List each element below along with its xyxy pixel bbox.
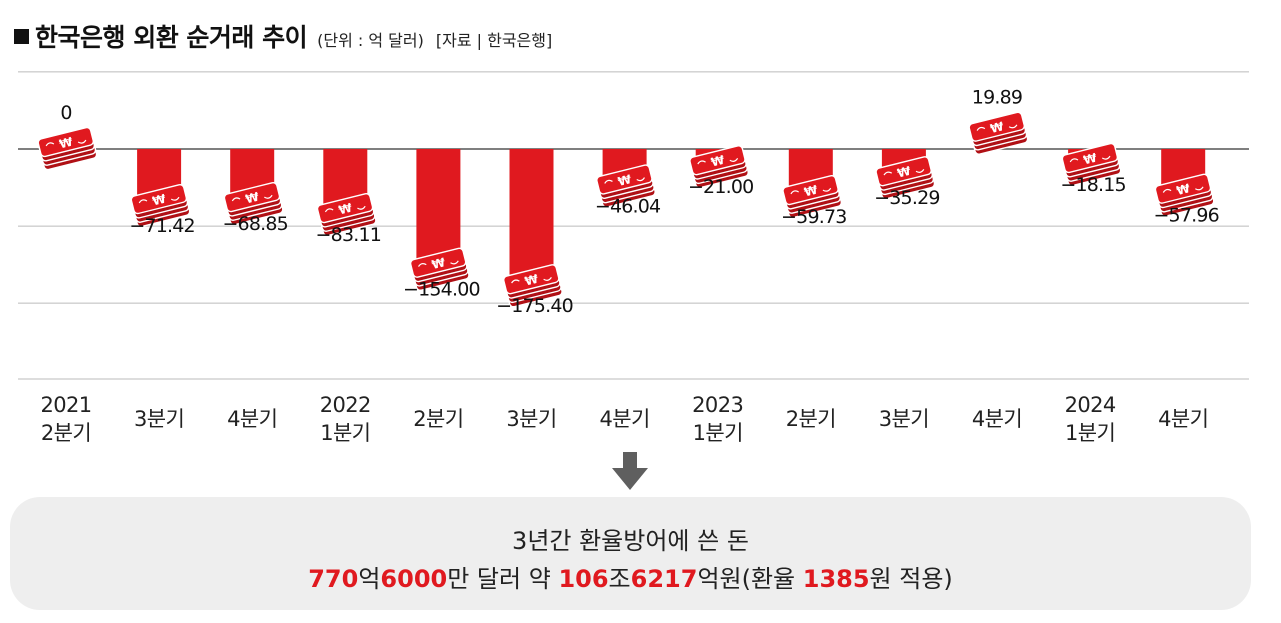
svg-text:₩: ₩ <box>58 134 75 151</box>
unit-label: (단위 : 억 달러) <box>317 31 424 50</box>
value-label: −57.96 <box>1153 205 1219 227</box>
category-ticks: 2021 2분기 3분기 4분기 2022 1분기 2분기 3분기 4분기 2023 1분기 2분기 3… <box>40 393 1208 445</box>
summary-text: 만 달러 약 <box>447 565 559 593</box>
svg-text:₩: ₩ <box>896 164 913 181</box>
value-label: −21.00 <box>688 176 754 198</box>
category-tick-label: 1분기 <box>693 421 743 445</box>
value-labels: 0 −71.42 −68.85 −83.11 −154.00 −175.40 −46.04 −… <box>60 87 1219 318</box>
svg-text:₩: ₩ <box>710 153 727 170</box>
won-banknote-stack-icon: ₩ <box>1154 173 1215 217</box>
bar <box>416 149 461 268</box>
svg-text:₩: ₩ <box>523 272 540 289</box>
won-banknote-stack-icon: ₩ <box>130 183 191 228</box>
category-tick-label: 2분기 <box>413 407 463 431</box>
won-banknote-stack-icon: ₩ <box>37 126 98 171</box>
won-banknote-stack-icon: ₩ <box>968 111 1029 155</box>
value-label: −18.15 <box>1060 174 1126 196</box>
value-label: −46.04 <box>595 195 661 217</box>
svg-text:₩: ₩ <box>430 255 447 272</box>
category-tick-label: 2분기 <box>786 407 836 431</box>
won-banknote-stack-icon: ₩ <box>596 164 656 208</box>
down-arrow-icon <box>612 452 648 490</box>
value-label: −83.11 <box>316 224 382 246</box>
category-tick-label: 4분기 <box>972 407 1022 431</box>
summary-text: 원 적용) <box>869 565 953 593</box>
chart-header: 한국은행 외환 순거래 추이 (단위 : 억 달러) [자료 | 한국은행] <box>14 18 552 54</box>
won-banknote-stack-icon: ₩ <box>316 192 377 237</box>
category-tick-label: 4분기 <box>1158 407 1208 431</box>
won-banknote-stack-icon: ₩ <box>689 145 749 189</box>
value-label: 0 <box>60 102 71 124</box>
svg-text:₩: ₩ <box>989 119 1006 136</box>
summary-headline: 3년간 환율방어에 쓴 돈 <box>512 527 749 555</box>
svg-text:₩: ₩ <box>244 189 261 206</box>
title-square-icon <box>14 29 29 44</box>
value-label: −59.73 <box>781 206 847 228</box>
value-label: −154.00 <box>403 279 480 301</box>
won-banknote-stack-icon: ₩ <box>223 181 284 226</box>
summary-text: 억 <box>358 565 381 593</box>
bar <box>509 149 554 285</box>
category-tick-label: 3분기 <box>879 407 929 431</box>
value-label: 19.89 <box>972 87 1022 109</box>
chart-title: 한국은행 외환 순거래 추이 <box>35 23 308 52</box>
category-tick-label: 2023 <box>692 393 743 417</box>
won-banknote-stack-icon: ₩ <box>503 264 563 308</box>
category-tick-label: 4분기 <box>599 407 649 431</box>
won-banknote-stack-icon: ₩ <box>1061 142 1122 187</box>
category-tick-label: 4분기 <box>227 407 277 431</box>
won-banknote-stack-icon: ₩ <box>782 174 843 219</box>
category-tick-label: 1분기 <box>1065 421 1115 445</box>
bars: ₩ ₩ ₩ ₩ ₩ ₩ ₩ ₩ ₩ ₩ ₩ ₩ ₩ <box>37 111 1215 308</box>
category-tick-label: 3분기 <box>134 407 184 431</box>
category-tick-label: 2022 <box>320 393 371 417</box>
svg-text:₩: ₩ <box>1082 150 1099 167</box>
won-banknote-stack-icon: ₩ <box>409 247 470 291</box>
category-tick-label: 2분기 <box>41 421 91 445</box>
gridlines <box>18 71 1249 380</box>
summary-detail: 770억6000만 달러 약 106조6217억원(환율 1385원 적용) <box>10 559 1251 594</box>
svg-text:₩: ₩ <box>1175 181 1192 198</box>
svg-text:₩: ₩ <box>337 200 354 217</box>
summary-figure: 6217 <box>630 565 698 593</box>
value-label: −68.85 <box>222 213 288 235</box>
summary-figure: 770 <box>308 565 359 593</box>
won-banknote-stack-icon: ₩ <box>875 156 936 200</box>
value-label: −175.40 <box>496 295 573 317</box>
bar-chart: ₩ ₩ ₩ ₩ ₩ ₩ ₩ ₩ ₩ ₩ ₩ ₩ ₩ 0 −71.42 −68.85 −83.11 −154.00… <box>18 71 1249 445</box>
summary-figure: 106 <box>558 565 609 593</box>
summary-figure: 1385 <box>802 565 870 593</box>
svg-text:₩: ₩ <box>616 172 633 189</box>
summary-text: 조 <box>608 565 631 593</box>
summary-text: 억원(환율 <box>697 565 803 593</box>
category-tick-label: 3분기 <box>506 407 556 431</box>
svg-text:₩: ₩ <box>151 191 168 208</box>
category-tick-label: 2021 <box>40 393 91 417</box>
summary-box: 3년간 환율방어에 쓴 돈 770억6000만 달러 약 106조6217억원(… <box>10 497 1251 610</box>
value-label: −35.29 <box>874 187 940 209</box>
value-label: −71.42 <box>129 215 195 237</box>
svg-text:₩: ₩ <box>803 182 820 199</box>
summary-figure: 6000 <box>380 565 448 593</box>
source-label: [자료 | 한국은행] <box>435 31 553 50</box>
category-tick-label: 2024 <box>1065 393 1116 417</box>
category-tick-label: 1분기 <box>320 421 370 445</box>
